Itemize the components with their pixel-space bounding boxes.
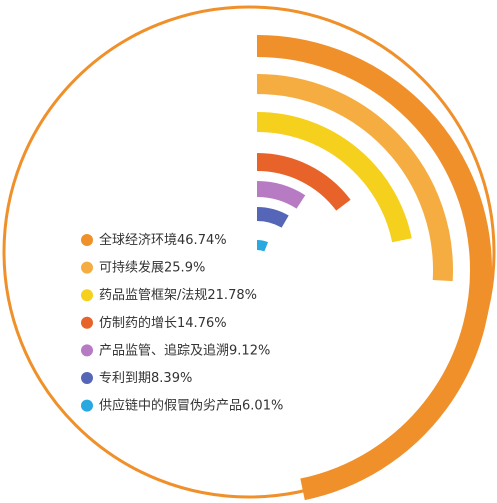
radial-bar — [256, 207, 289, 228]
legend-name: 产品监管、追踪及追溯 — [99, 342, 229, 358]
legend-value: 8.39% — [151, 371, 192, 386]
legend-name: 全球经济环境 — [99, 232, 177, 248]
legend-name: 供应链中的假冒伪劣产品 — [99, 397, 242, 413]
legend-dot — [81, 399, 93, 412]
legend-dot — [81, 316, 93, 329]
legend-label: 专利到期8.39% — [99, 371, 192, 386]
legend-value: 21.78% — [207, 288, 257, 303]
radial-bar — [256, 112, 412, 243]
legend-value: 6.01% — [242, 398, 283, 413]
legend-dot — [81, 289, 93, 302]
legend-dot — [81, 234, 93, 246]
legend-name: 可持续发展 — [99, 259, 164, 275]
legend-name: 仿制药的增长 — [99, 314, 177, 330]
legend-name: 专利到期 — [99, 371, 151, 386]
legend-label: 产品监管、追踪及追溯9.12% — [99, 342, 270, 358]
legend-value: 25.9% — [164, 260, 205, 275]
radial-bar — [256, 181, 306, 209]
legend-label: 仿制药的增长14.76% — [99, 314, 227, 330]
radial-bar — [256, 74, 453, 282]
legend-value: 46.74% — [177, 233, 227, 248]
legend-label: 药品监管框架/法规21.78% — [99, 288, 257, 303]
outline-circle — [2, 5, 496, 499]
legend-label: 全球经济环境46.74% — [99, 232, 227, 248]
legend-label: 可持续发展25.9% — [99, 259, 205, 275]
legend-name: 药品监管框架/法规 — [99, 288, 207, 303]
legend-label: 供应链中的假冒伪劣产品6.01% — [99, 397, 283, 413]
legend-dot — [81, 344, 93, 357]
radial-bar — [256, 35, 492, 501]
radial-bar — [256, 153, 351, 211]
radial-bar — [256, 240, 269, 252]
legend-value: 9.12% — [229, 343, 270, 358]
legend-dot — [81, 261, 93, 274]
legend-dot — [81, 372, 93, 384]
legend-value: 14.76% — [177, 315, 227, 330]
